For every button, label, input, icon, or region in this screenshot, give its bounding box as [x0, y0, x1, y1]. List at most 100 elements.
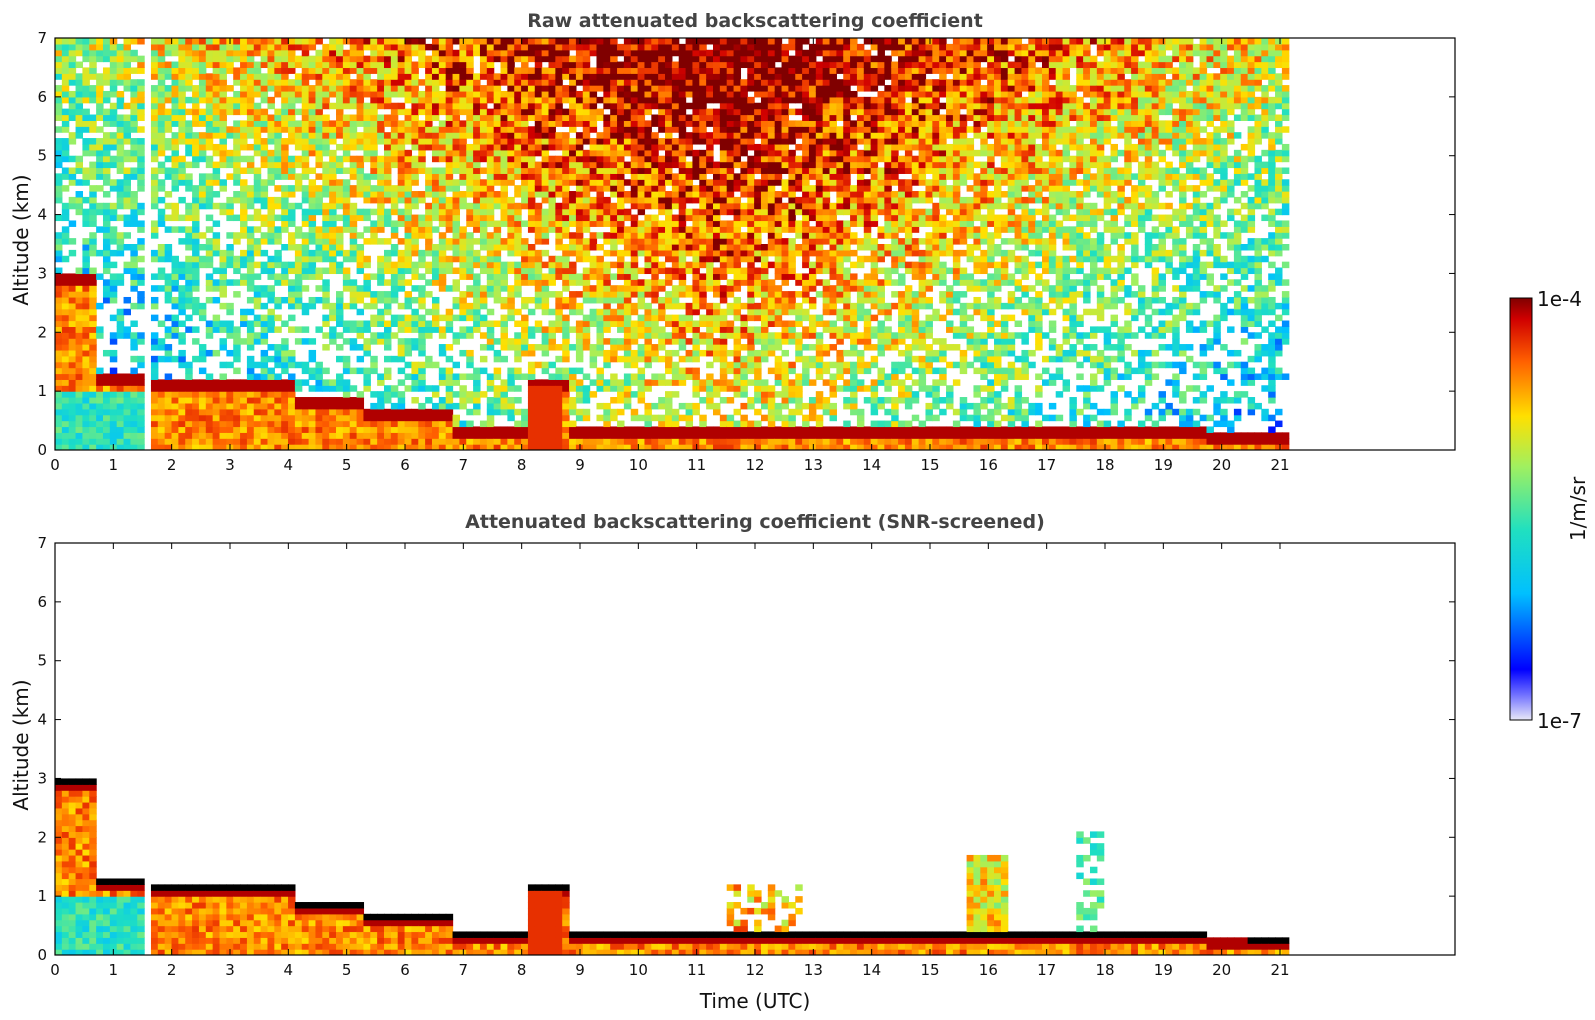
heatmap-cell	[308, 191, 317, 198]
heatmap-cell	[411, 67, 419, 74]
heatmap-cell	[253, 167, 262, 174]
heatmap-cell	[418, 344, 426, 351]
heatmap-cell	[260, 196, 269, 204]
heatmap-cell	[630, 138, 639, 145]
heatmap-cell	[240, 85, 248, 92]
heatmap-cell	[493, 261, 502, 269]
heatmap-cell	[431, 214, 440, 222]
heatmap-cell	[507, 438, 515, 445]
heatmap-cell	[678, 273, 687, 280]
heatmap-cell	[390, 273, 399, 280]
heatmap-cell	[534, 391, 543, 398]
heatmap-cell	[555, 214, 563, 222]
heatmap-cell	[82, 173, 90, 180]
heatmap-cell	[219, 155, 227, 163]
heatmap-cell	[171, 355, 179, 363]
heatmap-cell	[185, 391, 193, 398]
heatmap-cell	[370, 149, 378, 157]
heatmap-cell	[548, 338, 556, 345]
heatmap-cell	[589, 261, 598, 269]
heatmap-cell	[370, 167, 378, 174]
heatmap-cell	[507, 79, 515, 86]
heatmap-cell	[363, 214, 371, 222]
heatmap-cell	[514, 332, 522, 339]
heatmap-cell	[596, 320, 604, 327]
heatmap-cell	[370, 49, 378, 57]
heatmap-cell	[617, 102, 625, 110]
heatmap-cell	[459, 67, 467, 74]
heatmap-cell	[438, 155, 447, 163]
heatmap-cell	[356, 232, 365, 239]
heatmap-cell	[301, 326, 310, 333]
heatmap-cell	[507, 232, 515, 239]
heatmap-cell	[55, 149, 63, 157]
heatmap-cell	[637, 285, 646, 292]
heatmap-cell	[55, 367, 63, 375]
heatmap-cell	[637, 67, 646, 74]
heatmap-cell	[349, 208, 358, 216]
heatmap-cell	[575, 273, 584, 280]
heatmap-cell	[267, 414, 275, 422]
heatmap-cell	[240, 414, 248, 422]
heatmap-cell	[390, 355, 399, 363]
heatmap-cell	[267, 385, 275, 392]
heatmap-cell	[233, 232, 241, 239]
heatmap-cell	[308, 420, 317, 428]
heatmap-cell	[130, 85, 138, 92]
heatmap-cell	[541, 179, 550, 186]
heatmap-cell	[336, 196, 344, 204]
heatmap-cell	[665, 38, 673, 45]
heatmap-cell	[219, 420, 227, 428]
heatmap-cell	[411, 232, 419, 239]
heatmap-cell	[479, 314, 488, 322]
heatmap-cell	[514, 49, 522, 57]
heatmap-cell	[315, 126, 323, 133]
heatmap-cell	[336, 238, 344, 245]
heatmap-cell	[370, 61, 378, 69]
heatmap-cell	[479, 291, 488, 298]
heatmap-cell	[486, 402, 495, 410]
heatmap-cell	[569, 214, 577, 222]
heatmap-cell	[651, 426, 659, 433]
heatmap-cell	[267, 220, 275, 227]
heatmap-cell	[548, 361, 556, 369]
heatmap-cell	[569, 238, 577, 245]
heatmap-cell	[541, 226, 550, 233]
heatmap-cell	[205, 273, 214, 280]
heatmap-cell	[205, 143, 214, 151]
heatmap-cell	[562, 55, 570, 63]
heatmap-cell	[671, 196, 680, 204]
heatmap-cell	[575, 149, 584, 157]
heatmap-cell	[109, 138, 118, 145]
heatmap-cell	[637, 355, 646, 363]
heatmap-cell	[370, 126, 378, 133]
heatmap-cell	[185, 214, 193, 222]
heatmap-cell	[164, 226, 173, 233]
heatmap-cell	[438, 126, 447, 133]
heatmap-cell	[411, 426, 419, 433]
heatmap-cell	[390, 402, 399, 410]
heatmap-cell	[514, 244, 522, 251]
heatmap-cell	[521, 332, 529, 339]
heatmap-cell	[493, 155, 502, 163]
heatmap-cell	[150, 302, 159, 310]
heatmap-cell	[301, 108, 310, 116]
heatmap-cell	[102, 420, 111, 428]
heatmap-cell	[102, 249, 111, 257]
heatmap-cell	[109, 73, 118, 80]
heatmap-cell	[96, 326, 104, 333]
heatmap-cell	[342, 355, 351, 363]
heatmap-cell	[582, 132, 591, 139]
heatmap-cell	[288, 49, 296, 57]
heatmap-cell	[541, 332, 550, 339]
heatmap-cell	[493, 232, 502, 239]
heatmap-cell	[61, 232, 70, 239]
heatmap-cell	[493, 391, 502, 398]
heatmap-cell	[665, 191, 673, 198]
heatmap-cell	[294, 420, 303, 428]
heatmap-cell	[198, 367, 207, 375]
heatmap-cell	[109, 120, 118, 127]
heatmap-cell	[575, 355, 584, 363]
heatmap-cell	[288, 302, 296, 310]
heatmap-cell	[384, 149, 392, 157]
